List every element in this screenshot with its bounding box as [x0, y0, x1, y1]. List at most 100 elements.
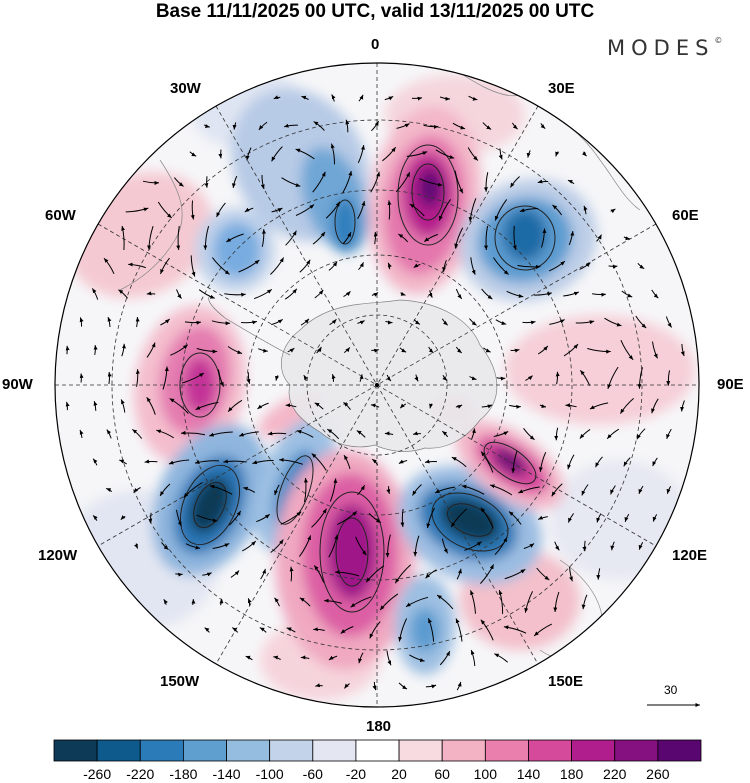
wind-vector [604, 317, 622, 327]
wind-vector [258, 348, 268, 353]
wind-vector [610, 541, 615, 551]
wind-vector [595, 456, 603, 468]
wind-vector [680, 343, 685, 357]
wind-vector [569, 566, 573, 582]
wind-vector [537, 345, 549, 355]
colorbar-tick-label: 140 [516, 766, 541, 782]
wind-vector [450, 508, 468, 528]
wind-vector [423, 233, 438, 243]
wind-vector [382, 146, 397, 162]
wind-vector [596, 234, 602, 242]
wind-vector [553, 591, 560, 613]
wind-vector [411, 96, 423, 101]
wind-vector [623, 236, 631, 241]
wind-vector [343, 347, 351, 354]
wind-vector [579, 369, 591, 386]
wind-vector [405, 596, 429, 608]
wind-vector [637, 262, 645, 270]
wind-vector [93, 400, 98, 411]
wind-vector [121, 225, 126, 251]
wind-vector [666, 428, 672, 440]
wind-vector [299, 597, 311, 607]
wind-vector [324, 598, 342, 604]
wind-vector [203, 124, 210, 129]
lon-label-150e: 150E [548, 673, 584, 690]
wind-vector [146, 397, 156, 415]
wind-vector [538, 451, 547, 472]
wind-vector [191, 599, 196, 606]
wind-vector [271, 146, 283, 162]
wind-vector [369, 621, 381, 639]
wind-vector [496, 376, 506, 381]
wind-vector [589, 402, 609, 410]
wind-vector [620, 340, 634, 361]
wind-vector [252, 459, 274, 465]
wind-vector [519, 208, 539, 213]
wind-vector [651, 398, 659, 414]
wind-vector [469, 318, 477, 326]
wind-vector [652, 341, 658, 359]
wind-vector [439, 96, 451, 101]
wind-vector [579, 428, 591, 439]
wind-vector [386, 374, 392, 382]
wind-vector [226, 233, 244, 243]
wind-vector [638, 485, 644, 495]
wind-vector [387, 200, 392, 220]
wind-vector [329, 318, 337, 326]
wind-vector [315, 683, 323, 688]
wind-vector [536, 567, 550, 581]
wind-vector [331, 374, 336, 382]
wind-vector [357, 320, 365, 325]
map-boundary [54, 62, 700, 708]
wind-vector [180, 430, 206, 436]
wind-vector [442, 375, 448, 382]
wind-vector [455, 346, 463, 354]
wind-vector [274, 597, 280, 607]
wind-vector [260, 174, 265, 190]
wind-vector [174, 177, 184, 187]
wind-vector [300, 655, 310, 660]
wind-vector [454, 170, 464, 194]
wind-vector [483, 347, 491, 353]
wind-vector [636, 428, 646, 440]
wind-vector [311, 508, 327, 528]
wind-vector [386, 650, 392, 666]
wind-vector [243, 486, 256, 493]
wind-vector [280, 511, 302, 525]
wind-vector [299, 259, 311, 273]
wind-vector [232, 627, 239, 633]
wind-vector [441, 318, 449, 326]
lon-label-0: 0 [371, 36, 380, 53]
wind-vector [284, 288, 298, 300]
wind-vector [371, 292, 379, 297]
wind-vector [512, 225, 517, 251]
wind-vector [176, 289, 182, 299]
wind-vector [211, 320, 231, 326]
wind-vector [651, 289, 659, 299]
wind-vector [480, 564, 495, 584]
colorbar-tick-label: -260 [83, 766, 112, 782]
wind-vector [316, 346, 322, 354]
wind-vector [195, 401, 219, 411]
wind-vector [441, 260, 447, 272]
wind-vector [183, 482, 203, 498]
wind-vector [259, 627, 267, 633]
wind-vector [125, 207, 149, 213]
colorbar-tick-label: 260 [646, 766, 670, 782]
wind-vector [637, 367, 643, 389]
wind-vector [592, 292, 606, 297]
wind-vector [106, 487, 113, 492]
wind-vector [551, 483, 563, 497]
wind-vector [425, 569, 437, 579]
wind-vector [456, 681, 462, 691]
wind-vector [169, 398, 189, 414]
wind-vector [355, 536, 367, 556]
wind-vector [92, 515, 98, 521]
wind-vector [400, 508, 405, 528]
wind-vector [406, 151, 428, 157]
colorbar-tick-label: 180 [559, 766, 584, 782]
lon-label-60w: 60W [45, 207, 76, 224]
wind-vector [680, 400, 685, 412]
wind-vector [331, 94, 336, 102]
